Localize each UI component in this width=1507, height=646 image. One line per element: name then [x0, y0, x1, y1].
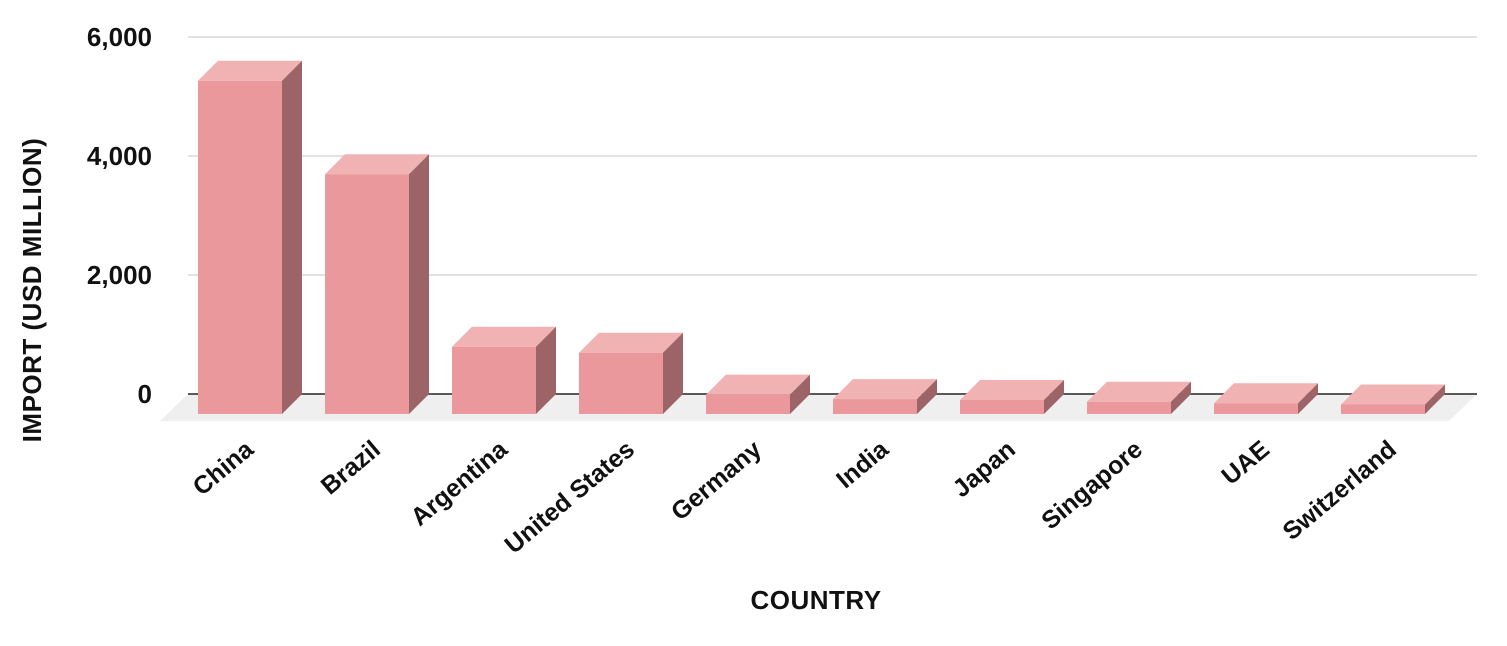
bar-top-face [960, 380, 1064, 401]
category-label-uae: UAE [1216, 435, 1274, 490]
bar-side-face [1425, 384, 1445, 414]
bar-top-face [325, 154, 429, 175]
bar-china [198, 60, 302, 415]
category-label-india: India [831, 434, 895, 494]
bar-front-face [198, 80, 282, 415]
category-label-switzerland: Switzerland [1277, 435, 1401, 546]
bar-front-face [1214, 403, 1298, 414]
bar-front-face [452, 346, 536, 414]
category-label-united-states: United States [499, 435, 639, 559]
category-label-argentina: Argentina [405, 434, 513, 531]
category-label-singapore: Singapore [1036, 435, 1148, 535]
bar-side-face [1171, 381, 1191, 414]
bar-side-face [1298, 383, 1318, 414]
bar-side-face [663, 332, 683, 414]
bar-top-face [1341, 384, 1445, 405]
bar-top-face [198, 60, 302, 81]
bar-top-face [1214, 383, 1318, 404]
bar-side-face [409, 154, 429, 414]
y-tick-label-2000: 2,000 [87, 260, 152, 290]
bars-layer [198, 60, 1445, 415]
bar-side-face [282, 60, 302, 415]
bar-germany [706, 374, 810, 414]
bar-front-face [579, 352, 663, 414]
bar-front-face [833, 399, 917, 414]
bar-top-face [833, 379, 937, 400]
bar-top-face [579, 332, 683, 353]
bar-side-face [917, 379, 937, 414]
bar-side-face [536, 326, 556, 414]
bar-front-face [1087, 401, 1171, 414]
bar-united-states [579, 332, 683, 414]
bar-singapore [1087, 381, 1191, 414]
bar-india [833, 379, 937, 414]
y-axis-title: IMPORT (USD MILLION) [17, 138, 47, 443]
bar-argentina [452, 326, 556, 414]
y-tick-label-4000: 4,000 [87, 141, 152, 171]
bar-japan [960, 380, 1064, 414]
bar-uae [1214, 383, 1318, 414]
bar-front-face [1341, 404, 1425, 414]
bar-top-face [706, 374, 810, 395]
bar-front-face [706, 394, 790, 414]
category-label-brazil: Brazil [316, 435, 386, 500]
y-tick-label-6000: 6,000 [87, 22, 152, 52]
bar-front-face [960, 400, 1044, 414]
x-axis-title: COUNTRY [750, 585, 881, 615]
y-tick-label-0: 0 [138, 379, 152, 409]
category-label-china: China [188, 434, 260, 501]
category-label-japan: Japan [948, 435, 1021, 503]
bar-brazil [325, 154, 429, 414]
bar-side-face [790, 374, 810, 414]
category-label-germany: Germany [666, 435, 767, 526]
bar-switzerland [1341, 384, 1445, 414]
bar-side-face [1044, 380, 1064, 414]
bar-top-face [452, 326, 556, 347]
bar-top-face [1087, 381, 1191, 402]
bar-front-face [325, 174, 409, 414]
